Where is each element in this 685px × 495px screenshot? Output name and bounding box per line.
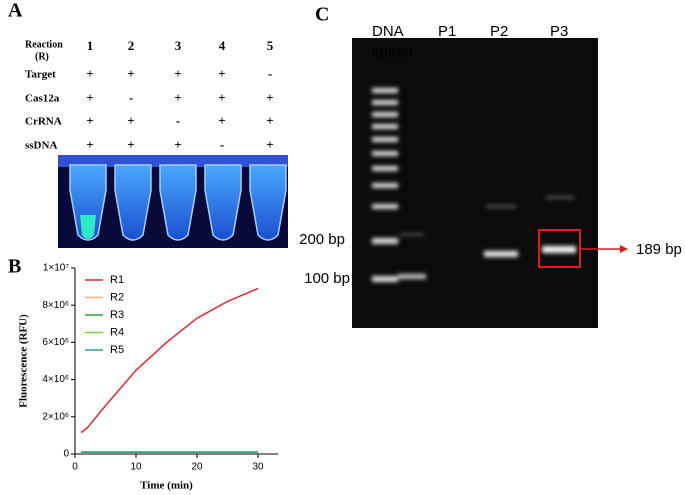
y-tick-label: 0 [63, 449, 69, 460]
cell: + [127, 137, 134, 152]
annotation: 189 bp [636, 241, 682, 258]
row-label: CrRNA [25, 116, 62, 128]
cell: + [218, 90, 225, 105]
cell: + [218, 113, 225, 128]
cell: + [174, 90, 181, 105]
lane-label: P3 [550, 23, 568, 40]
panel-letter: C [315, 4, 329, 26]
cell: - [176, 113, 180, 128]
line [80, 287, 259, 434]
y-axis-label: Fluorescence (RFU) [18, 314, 30, 408]
x-tick-label: 0 [72, 462, 78, 473]
row-label: Cas12a [25, 93, 60, 105]
legend-label: R3 [110, 309, 124, 321]
row-label: Target [25, 69, 56, 81]
lane-label: P2 [490, 23, 508, 40]
x-tick-label: 10 [130, 462, 142, 473]
cell: + [174, 66, 181, 81]
cell: + [127, 113, 134, 128]
cell: - [220, 137, 224, 152]
header-label: Reaction [25, 39, 63, 50]
reaction-table: Reaction(R) 1 2 3 4 5 Target + + + + - Cas12a + - + + + Cr… [25, 38, 274, 152]
y-tick-label: 6×10⁶ [42, 337, 69, 348]
cell: + [174, 137, 181, 152]
cell: - [268, 66, 272, 81]
column-label: 2 [128, 38, 135, 53]
gel-bands [372, 88, 576, 282]
arrow-head [620, 245, 628, 253]
header-label: (R) [35, 51, 49, 62]
y-tick-label: 2×10⁶ [42, 411, 69, 422]
x-tick-label: 30 [252, 462, 264, 473]
column-label: 1 [87, 38, 94, 53]
lane-label: DNA [372, 23, 404, 40]
legend-label: R2 [110, 291, 124, 303]
cell: + [266, 113, 273, 128]
legend-label: R1 [110, 274, 124, 286]
tube-photo [58, 155, 288, 248]
row-label: ssDNA [25, 140, 57, 152]
legend-label: R4 [110, 326, 124, 338]
cell: + [86, 137, 93, 152]
x-tick-label: 20 [191, 462, 203, 473]
cell: + [218, 66, 225, 81]
cell: + [86, 113, 93, 128]
x-axis-label: Time (min) [140, 480, 193, 492]
lane-label: P1 [438, 23, 456, 40]
cell: + [266, 90, 273, 105]
cell: + [86, 66, 93, 81]
chart: 0 2×10⁶ 4×10⁶ 6×10⁶ 8×10⁶ 1×10⁷ 0 10 20 30 Time (m… [18, 263, 278, 492]
panel-letter: A [8, 0, 23, 22]
y-tick-label: 1×10⁷ [43, 263, 70, 274]
column-label: 5 [267, 38, 274, 53]
column-label: 4 [219, 38, 226, 53]
cell: + [127, 66, 134, 81]
cell: + [86, 90, 93, 105]
y-tick-label: 8×10⁶ [42, 300, 69, 311]
y-tick-label: 4×10⁶ [42, 374, 69, 385]
lane-label: ladder [372, 44, 414, 61]
cell: + [266, 137, 273, 152]
column-label: 3 [175, 38, 182, 53]
marker-label: 200 bp [299, 231, 345, 248]
panel-letter: B [8, 256, 21, 278]
marker-label: 100 bp [304, 270, 350, 287]
legend-label: R5 [110, 344, 124, 356]
cell: - [129, 90, 133, 105]
